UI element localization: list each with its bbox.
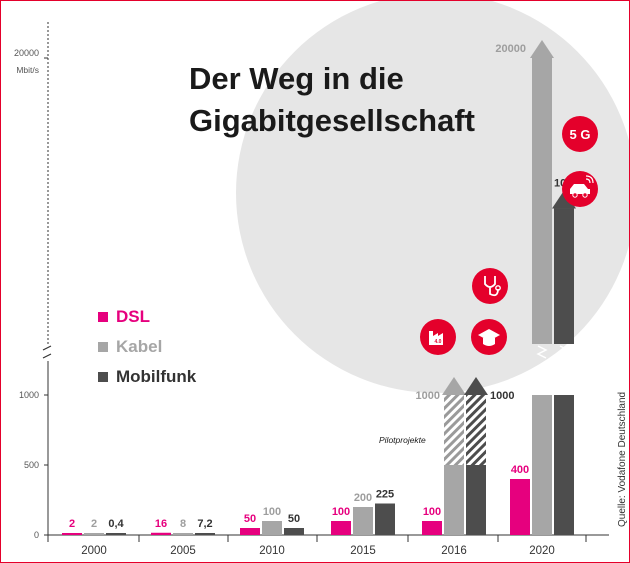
mobilfunk-bar (466, 465, 486, 535)
mobilfunk-bar-upper (554, 208, 574, 344)
y-tick-label: 500 (24, 460, 39, 470)
chart-title-line2: Gigabitgesellschaft (189, 103, 475, 138)
dsl-bar (510, 479, 530, 535)
dsl-bar (422, 521, 442, 535)
badge-circle (472, 268, 508, 304)
value-label: 100 (263, 506, 281, 518)
x-tick-label: 2020 (529, 545, 555, 557)
y-unit-label: Mbit/s (16, 65, 39, 75)
legend-swatch (98, 342, 108, 352)
graduation-cap-icon (471, 319, 507, 355)
x-tick-label: 2016 (441, 545, 467, 557)
cap-base (483, 338, 495, 346)
legend-label: DSL (116, 307, 150, 326)
value-label: 20000 (495, 43, 526, 55)
bar-break-mark (558, 345, 570, 359)
value-label: 100 (332, 506, 350, 518)
x-tick-label: 2010 (259, 545, 285, 557)
arrow-head (530, 40, 554, 58)
value-label: 50 (244, 513, 256, 525)
mobilfunk-bar (195, 533, 215, 535)
mobilfunk-bar (284, 528, 304, 535)
mobilfunk-bar (375, 503, 395, 535)
value-label: 1000 (490, 390, 514, 402)
y-tick-label: 1000 (19, 390, 39, 400)
mobilfunk-bar-pilot (466, 395, 486, 465)
value-label: 2 (69, 518, 75, 530)
badge-text: 5 G (570, 127, 591, 142)
factory-shape (429, 331, 443, 345)
source-label: Quelle: Vodafone Deutschland (617, 392, 628, 527)
badge-text: 4.0 (435, 339, 442, 345)
kabel-bar (173, 533, 193, 535)
kabel-bar (262, 521, 282, 535)
legend: DSL Kabel Mobilfunk (98, 307, 197, 386)
y-tick-label: 0 (34, 530, 39, 540)
arrow-head (464, 377, 488, 395)
legend-swatch (98, 312, 108, 322)
mobilfunk-bar (106, 533, 126, 535)
badge-circle (562, 116, 598, 152)
car-wheel (572, 192, 578, 198)
dsl-bar (240, 528, 260, 535)
value-label: 225 (376, 489, 394, 501)
x-axis-labels: 2000 2005 2010 2015 2016 2020 (81, 545, 555, 557)
mobilfunk-bar (554, 395, 574, 535)
chart-title-line1: Der Weg in die (189, 61, 404, 96)
value-label: 100 (423, 506, 441, 518)
kabel-bar-upper (532, 58, 552, 344)
background-circle (236, 1, 629, 393)
bar-break-mark (536, 345, 548, 359)
pilot-label: Pilotprojekte (379, 435, 426, 445)
kabel-bar (353, 507, 373, 535)
value-label: 2 (91, 518, 97, 530)
chart-bars (62, 40, 576, 535)
dsl-bar (151, 532, 171, 535)
value-label: 16 (155, 518, 167, 530)
legend-label: Kabel (116, 337, 162, 356)
dsl-bar (331, 521, 351, 535)
value-label: 1000 (416, 390, 440, 402)
stethoscope-icon (472, 268, 508, 304)
value-label: 0,4 (108, 518, 124, 530)
legend-swatch (98, 372, 108, 382)
car-wheel (582, 192, 588, 198)
x-tick-label: 2015 (350, 545, 376, 557)
kabel-bar-pilot (444, 395, 464, 465)
value-label: 8 (180, 518, 186, 530)
axis-break-mark (42, 345, 52, 359)
value-label: 400 (511, 464, 529, 476)
5g-badge: 5 G (562, 116, 598, 152)
value-label: 50 (288, 513, 300, 525)
x-tick-label: 2005 (170, 545, 196, 557)
arrow-head (552, 190, 576, 209)
y-axis-labels: 0 500 1000 20000 (14, 48, 39, 540)
kabel-bar (444, 465, 464, 535)
arrow-head (442, 377, 466, 395)
signal-waves (585, 175, 594, 184)
value-label: 200 (354, 492, 372, 504)
kabel-bar (532, 395, 552, 535)
industry-4-0-icon: 4.0 (420, 319, 456, 355)
legend-label: Mobilfunk (116, 367, 197, 386)
kabel-bar (84, 533, 104, 535)
x-tick-label: 2000 (81, 545, 107, 557)
connected-car-icon (562, 171, 598, 207)
y-tick-label: 20000 (14, 48, 39, 58)
dsl-bar (62, 533, 82, 535)
value-labels: 2 2 0,4 16 8 7,2 50 100 50 100 200 225 100 1000 1000 40… (69, 43, 585, 530)
value-label: 7,2 (197, 518, 212, 530)
icon-badges: 4.0 5 G (420, 116, 598, 355)
stethoscope-bell (495, 285, 501, 291)
car-body (570, 184, 590, 194)
